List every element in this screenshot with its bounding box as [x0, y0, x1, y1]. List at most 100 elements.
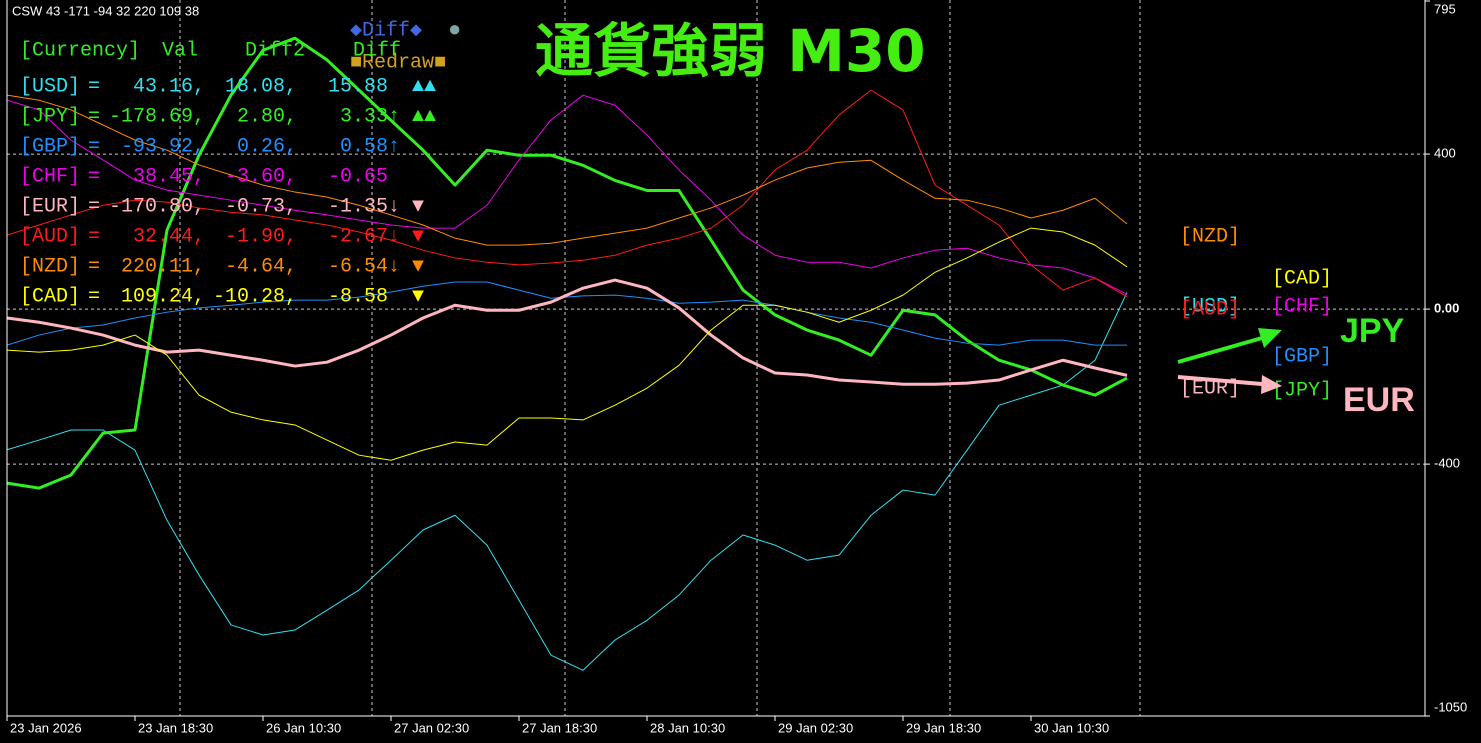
legend-label: [NZD] [1180, 225, 1240, 248]
panel-label: [CAD] [20, 285, 80, 308]
series-line [6, 278, 1128, 386]
panel-mark: ▼ [412, 255, 424, 278]
panel-mark: ▼ [412, 195, 424, 218]
x-tick-label: 23 Jan 18:30 [138, 720, 213, 735]
x-tick-label: 29 Jan 18:30 [906, 720, 981, 735]
series-line [6, 94, 1128, 246]
panel-arrow: ↓ [388, 225, 400, 248]
x-tick-label: 26 Jan 10:30 [266, 720, 341, 735]
panel-label: [GBP] [20, 135, 80, 158]
chart-title: 通貨強弱 M30 [535, 17, 926, 85]
eur-arrowhead [1261, 375, 1282, 394]
diff-button[interactable]: ◆Diff◆ [350, 19, 422, 42]
panel-val: -93.92, [121, 135, 205, 158]
redraw-button[interactable]: ■Redraw■ [350, 51, 446, 74]
panel-header: Val [162, 39, 198, 62]
panel-header: [Currency] [20, 39, 140, 62]
y-tick-label: 795 [1434, 1, 1456, 16]
annotation: EUR [1343, 381, 1415, 419]
panel-eq: = [88, 165, 100, 188]
legend-label: [CAD] [1272, 267, 1332, 290]
panel-label: [NZD] [20, 255, 80, 278]
axes: 795 400 0.00 -400 -1050 23 Jan 2026 23 Jan 18:… [6, 0, 1467, 735]
panel-eq: = [88, 225, 100, 248]
panel-val: 38.45, [133, 165, 205, 188]
panel-label: [USD] [20, 75, 80, 98]
series-line [6, 89, 1128, 298]
series-line [6, 292, 1128, 671]
panel-diff: 0.58 [340, 135, 388, 158]
panel-diff: -2.67 [328, 225, 388, 248]
jpy-arrowhead [1258, 328, 1282, 348]
panel-label: [AUD] [20, 225, 80, 248]
legend-label: [JPY] [1272, 379, 1332, 402]
y-tick-label: -400 [1434, 456, 1460, 471]
grid [7, 153, 1425, 465]
y-tick-label: -1050 [1434, 699, 1467, 714]
y-tick-label: 400 [1434, 146, 1456, 161]
panel-eq: = [88, 75, 100, 98]
panel-diff: 3.33 [340, 105, 388, 128]
eur-arrow [1177, 375, 1263, 386]
panel-arrow: ↓ [388, 255, 400, 278]
panel-diff2: -3.60, [225, 165, 297, 188]
panel-mark: ▼ [412, 225, 424, 248]
panel-val: -170.80, [109, 195, 205, 218]
panel-eq: = [88, 195, 100, 218]
panel-val: 32.44, [133, 225, 205, 248]
legend-label: [USD] [1180, 295, 1240, 318]
panel-mark: ▼ [412, 285, 424, 308]
series-line [6, 227, 1128, 461]
x-tick-label: 27 Jan 02:30 [394, 720, 469, 735]
panel-arrow: ↓ [388, 195, 400, 218]
annotation: JPY [1340, 312, 1405, 350]
panel-diff2: -10.28, [213, 285, 297, 308]
panel-eq: = [88, 255, 100, 278]
y-tick-label: 0.00 [1434, 301, 1459, 316]
series-line [6, 36, 1128, 490]
x-tick-label: 23 Jan 2026 [10, 720, 82, 735]
panel-diff2: 2.80, [237, 105, 297, 128]
info-line: CSW 43 -171 -94 32 220 109 38 [12, 3, 199, 18]
value-panel: [Currency] Val Diff2 Diff [USD] = 43.16, 18.08,… [20, 39, 436, 308]
panel-diff2: -0.73, [225, 195, 297, 218]
panel-mark: ▲▲ [412, 105, 436, 128]
panel-diff2: 18.08, [225, 75, 297, 98]
panel-eq: = [88, 105, 100, 128]
legend-label: [CHF] [1272, 295, 1332, 318]
panel-header: Diff [353, 39, 401, 62]
panel-diff2: -1.90, [225, 225, 297, 248]
legend-label: [GBP] [1272, 345, 1332, 368]
panel-val: 109.24, [121, 285, 205, 308]
panel-diff: -6.54 [328, 255, 388, 278]
panel-val: -178.69, [109, 105, 205, 128]
panel-diff: 15.88 [328, 75, 388, 98]
panel-val: 220.11, [121, 255, 205, 278]
x-tick-label: 30 Jan 10:30 [1034, 720, 1109, 735]
period-separators [179, 0, 1141, 716]
panel-mark: ▲▲ [412, 75, 436, 98]
panel-arrow: ↑ [388, 105, 400, 128]
currency-labels: [USD] [JPY] [GBP] [CHF] [EUR] [AUD] [NZD] [CAD]… [1180, 225, 1415, 419]
panel-label: [CHF] [20, 165, 80, 188]
panel-diff: -1.35 [328, 195, 388, 218]
panel-eq: = [88, 285, 100, 308]
series-line [6, 281, 1127, 346]
x-tick-label: 29 Jan 02:30 [778, 720, 853, 735]
panel-arrow: ↑ [388, 135, 400, 158]
panel-diff: -8.58 [328, 285, 388, 308]
legend-label: [AUD] [1180, 298, 1240, 321]
dot-button[interactable]: ● [448, 16, 461, 41]
series-line [6, 94, 1128, 295]
panel-eq: = [88, 135, 100, 158]
panel-diff2: 0.26, [237, 135, 297, 158]
x-tick-label: 27 Jan 18:30 [522, 720, 597, 735]
panel-header: Diff2 [245, 39, 305, 62]
panel-diff: -0.65 [328, 165, 388, 188]
panel-val: 43.16, [133, 75, 205, 98]
series-lines [6, 36, 1128, 671]
panel-label: [JPY] [20, 105, 80, 128]
jpy-arrow [1177, 336, 1263, 364]
